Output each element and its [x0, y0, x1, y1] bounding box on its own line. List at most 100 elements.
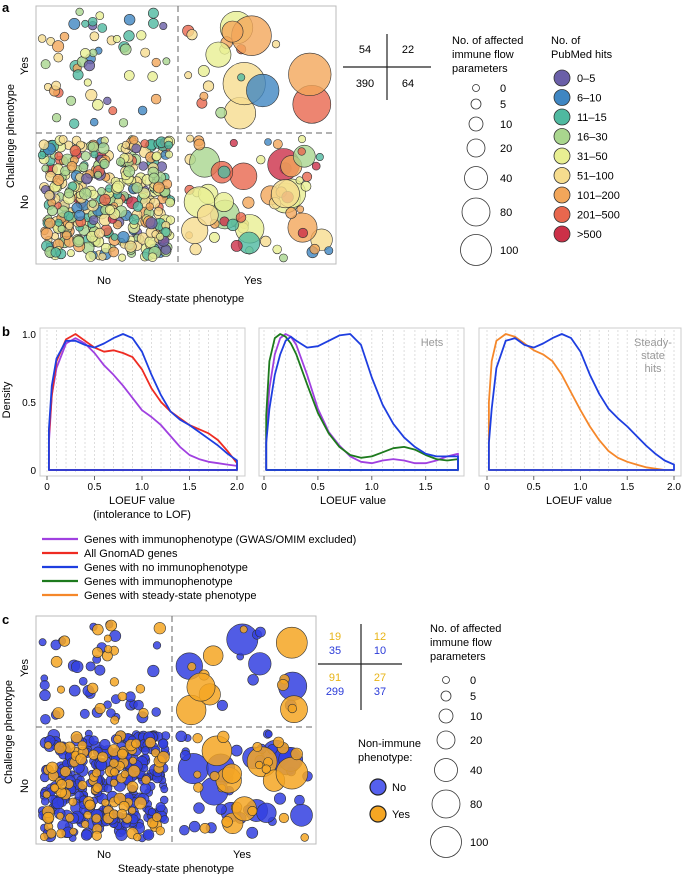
panel-a-yes-no-bubble [159, 21, 168, 30]
panel-c-count-br-orange: 27 [374, 672, 386, 684]
panel-a-no-yes-bubble [311, 161, 321, 171]
legend-label-all-gnomad: All GnomAD genes [84, 548, 178, 560]
panel-c-no-no-orange-bubble [77, 780, 88, 791]
panel-a-yes-no-bubble [72, 69, 84, 81]
panel-a-no-yes-bubble [230, 239, 243, 252]
panel-c-size-legend-circle [440, 690, 452, 702]
panel-c-no-no-orange-bubble [131, 738, 141, 749]
b-ytick-label: 0.5 [22, 398, 36, 409]
panel-c-no-no-blue-bubble [158, 738, 169, 749]
panel-a-yes-no-bubble [51, 113, 62, 123]
panel-c-yes-no-blue-bubble [151, 707, 161, 717]
b2-curve-no-immuno [265, 333, 459, 471]
panel-a-count-table: 54 22 390 64 [343, 34, 431, 100]
panel-a-color-legend: No. of PubMed hits 0–5 6–10 11–15 16–30 31–5… [551, 35, 620, 243]
panel-a-no-no-bubble [54, 151, 64, 161]
panel-a-no-yes-bubble [197, 204, 219, 226]
panel-c-yes-no-blue-bubble [40, 714, 51, 725]
panel-c-no-no-orange-bubble [110, 778, 118, 787]
panel-a-yes-no-bubble [51, 80, 61, 91]
panel-c-yes-no-orange-bubble [56, 685, 65, 694]
panel-c-label: c [2, 612, 9, 627]
panel-c-size-legend-title-3: parameters [430, 651, 486, 663]
panel-a-no-yes-bubble [186, 134, 194, 143]
panel-a-yes-yes-bubble [202, 80, 215, 92]
panel-a-no-yes-bubble [324, 246, 334, 255]
panel-c-no-yes-blue-bubble [215, 803, 227, 815]
panel-a-no-no-bubble [145, 217, 158, 230]
panel-a-no-no-bubble [165, 197, 175, 208]
panel-a-no-no-bubble [138, 161, 148, 171]
panel-a-no-no-bubble [153, 207, 163, 217]
panel-c-yes-no-orange-bubble [105, 619, 117, 632]
legend-label-steady-state: Genes with steady-state phenotype [84, 590, 256, 602]
panel-a-yes-no-bubble [137, 105, 148, 116]
panel-a-no-no-bubble [131, 143, 141, 154]
panel-c-xtick-yes: Yes [233, 849, 251, 861]
panel-a-no-no-bubble [145, 202, 154, 211]
panel-a-size-legend-circle [464, 166, 488, 190]
panel-a-yes-no-bubble [52, 40, 65, 53]
legend-label-with-immuno: Genes with immunophenotype [84, 576, 233, 588]
panel-a-yes-no-bubble [151, 57, 161, 68]
panel-c-size-legend-value: 40 [470, 765, 482, 777]
panel-c-no-no-orange-bubble [157, 751, 170, 764]
panel-c-yes-no-blue-bubble [85, 661, 96, 672]
panel-c-yes-no-blue-bubble [68, 684, 81, 697]
panel-a-yes-no-bubble [69, 118, 80, 129]
panel-c-no-yes-blue-bubble [179, 750, 191, 761]
panel-a-no-no-bubble [129, 135, 139, 145]
panel-c-no-no-orange-bubble [83, 810, 92, 820]
panel-a-no-no-bubble [132, 201, 144, 212]
panel-c-no-yes-blue-bubble [188, 820, 201, 833]
panel-a-no-no-bubble [85, 251, 96, 262]
panel-a-yes-yes-bubble [221, 20, 244, 43]
panel-c-yes-no-blue-bubble [39, 680, 50, 691]
panel-a-color-legend-title-1: No. of [551, 35, 581, 47]
b2-xtick-label: 1.0 [365, 482, 379, 493]
panel-c-size-legend-value: 5 [470, 691, 476, 703]
panel-b-subtitle-steady-3: hits [644, 363, 662, 375]
panel-a-no-no-bubble [94, 227, 105, 239]
pubmed-legend-label: 6–10 [577, 93, 601, 105]
panel-c-yes-no-orange-bubble [103, 634, 112, 643]
panel-c-yes-no-blue-bubble [106, 708, 116, 718]
panel-a-yes-no-bubble [83, 78, 92, 87]
panel-c-ytick-no: No [19, 779, 31, 793]
panel-c-no-no-blue-bubble [103, 784, 113, 793]
panel-a-size-legend-circle [466, 138, 486, 158]
panel-a-no-yes-bubble [300, 181, 312, 192]
pubmed-legend-swatch [553, 147, 571, 165]
panel-c-yes-no-orange-bubble [153, 622, 166, 635]
panel-b-subtitle-hets: Hets [421, 337, 444, 349]
panel-a-no-yes-bubble [193, 138, 206, 151]
panel-a-no-no-bubble [112, 180, 125, 193]
panel-a-no-yes-bubble [287, 212, 318, 243]
panel-c-yes-yes-blue-bubble [248, 652, 272, 676]
panel-a-ytick-yes: Yes [19, 57, 31, 75]
panel-c-plot-frame [35, 615, 317, 845]
panel-c-no-yes-orange-bubble [221, 763, 242, 784]
panel-a-yes-no-bubble [124, 70, 135, 81]
b3-xtick-label: 2.0 [667, 482, 681, 493]
panel-c-no-no-orange-bubble [113, 734, 122, 744]
panel-c-no-yes-blue-bubble [273, 792, 286, 805]
panel-c-no-no-orange-bubble [120, 769, 129, 779]
panel-c-yes-yes-orange-bubble [186, 672, 216, 702]
panel-c-count-tr-orange: 12 [374, 631, 386, 643]
b2-xtick-label: 0 [261, 482, 267, 493]
b3-xtick-label: 0.5 [527, 482, 541, 493]
panel-b-xlabel-2: LOEUF value [320, 495, 386, 507]
panel-a-no-no-bubble [117, 231, 130, 244]
b-ytick-label: 1.0 [22, 330, 36, 341]
panel-a-no-yes-bubble [297, 227, 309, 239]
panel-c-no-no-orange-bubble [133, 833, 142, 842]
panel-a-no-no-bubble [80, 151, 91, 161]
panel-a-no-yes-bubble [272, 244, 282, 255]
panel-a-ytick-no: No [19, 195, 31, 209]
panel-c-yes-no-blue-bubble [147, 664, 160, 678]
panel-c-yes-no-blue-bubble [39, 689, 51, 701]
panel-a-xtick-yes: Yes [244, 275, 262, 287]
pubmed-legend-swatch [553, 108, 571, 126]
panel-a-ylabel: Challenge phenotype [5, 84, 17, 188]
